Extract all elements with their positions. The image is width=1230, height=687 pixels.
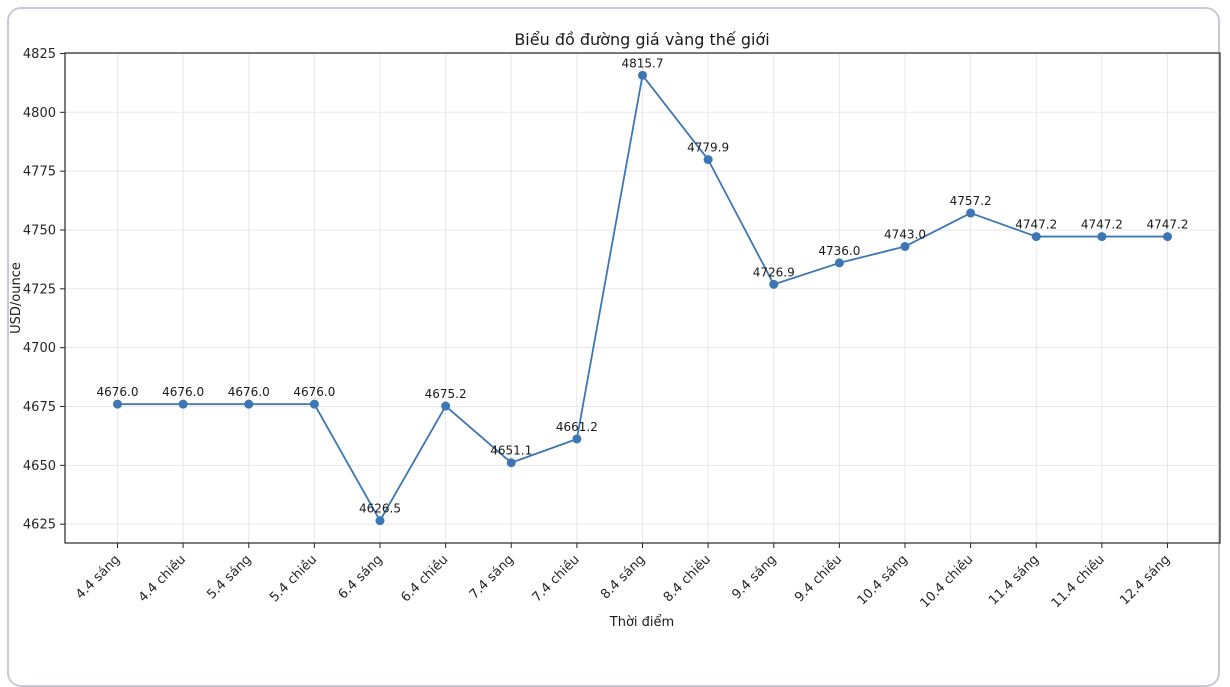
point-labels: 4676.0 4676.0 4676.0 4676.0 4626.5 4675.2 4651…: [97, 56, 1189, 515]
data-point: [900, 241, 910, 251]
data-point-label: 4779.9: [687, 141, 729, 155]
grid-layer: [65, 52, 1220, 543]
axes: 4625 4650 4675 4700 4725 4750 4775 4800 4825 4.4 …: [23, 47, 1221, 611]
x-tick-label: 7.4 chiều: [530, 552, 583, 605]
data-point: [178, 399, 188, 409]
data-point-label: 4661.2: [556, 420, 598, 434]
data-point: [244, 399, 254, 409]
data-point: [375, 516, 385, 526]
y-tick-label: 4775: [23, 165, 56, 180]
y-tick-label: 4675: [23, 400, 56, 415]
y-tick-label: 4825: [23, 47, 56, 62]
data-point: [769, 279, 779, 289]
data-point-label: 4747.2: [1147, 218, 1189, 232]
x-tick-label: 7.4 sáng: [467, 552, 517, 602]
x-tick-label: 5.4 sáng: [204, 552, 254, 602]
y-tick-label: 4800: [23, 106, 56, 121]
price-series: [113, 70, 1172, 526]
data-point: [1097, 232, 1107, 242]
y-axis-title: USD/ounce: [9, 262, 24, 334]
data-point-label: 4676.0: [162, 385, 204, 399]
x-tick-label: 5.4 chiều: [267, 552, 320, 605]
x-tick-label: 11.4 chiều: [1049, 552, 1108, 611]
data-point: [834, 258, 844, 268]
data-point-label: 4626.5: [359, 502, 401, 516]
data-point-label: 4676.0: [228, 385, 270, 399]
y-tick-label: 4750: [23, 223, 56, 238]
x-tick-label: 4.4 chiều: [136, 552, 189, 605]
data-point-label: 4747.2: [1015, 218, 1057, 232]
y-tick-label: 4725: [23, 282, 56, 297]
x-tick-label: 4.4 sáng: [73, 552, 123, 602]
x-tick-label: 12.4 sáng: [1117, 552, 1173, 608]
x-tick-label: 10.4 chiều: [918, 552, 977, 611]
x-tick-label: 8.4 sáng: [598, 552, 648, 602]
y-tick-label: 4625: [23, 518, 56, 533]
chart-window: [7, 7, 1220, 687]
x-tick-label: 6.4 chiều: [398, 552, 451, 605]
data-point-label: 4651.1: [490, 444, 532, 458]
data-point-label: 4743.0: [884, 227, 926, 241]
data-point: [1163, 232, 1172, 242]
data-point-label: 4676.0: [293, 385, 335, 399]
data-point: [638, 70, 647, 80]
data-point-label: 4747.2: [1081, 218, 1123, 232]
data-point: [113, 399, 122, 409]
y-tick-label: 4650: [23, 459, 56, 474]
x-tick-label: 9.4 chiều: [792, 552, 845, 605]
gold-price-line-chart: 4625 4650 4675 4700 4725 4750 4775 4800 4825 4.4 …: [9, 30, 1221, 630]
data-point: [703, 155, 713, 165]
x-tick-label: 9.4 sáng: [729, 552, 779, 602]
data-point: [1031, 232, 1041, 242]
x-tick-label: 10.4 sáng: [855, 552, 911, 608]
data-point-label: 4676.0: [97, 385, 139, 399]
x-tick-label: 6.4 sáng: [336, 552, 386, 602]
data-point: [966, 208, 976, 218]
data-point: [506, 458, 516, 468]
y-tick-label: 4700: [23, 341, 56, 356]
data-point-label: 4726.9: [753, 265, 795, 279]
data-point-label: 4736.0: [818, 244, 860, 258]
data-point: [309, 399, 319, 409]
data-point-label: 4675.2: [425, 387, 467, 401]
data-point: [441, 401, 451, 411]
data-point-label: 4757.2: [950, 194, 992, 208]
x-tick-label: 11.4 sáng: [986, 552, 1042, 608]
chart-title: Biểu đồ đường giá vàng thế giới: [514, 30, 769, 49]
data-point-label: 4815.7: [622, 56, 664, 70]
x-tick-label: 8.4 chiều: [661, 552, 714, 605]
x-axis-title: Thời điểm: [609, 615, 674, 630]
data-point: [572, 434, 582, 444]
